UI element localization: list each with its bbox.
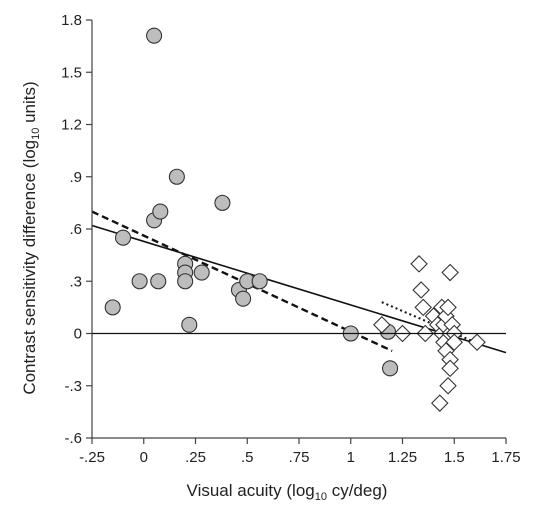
diamond-point xyxy=(439,298,457,317)
y-axis-title-post: units) xyxy=(20,81,39,127)
x-axis-title-sub: 10 xyxy=(315,491,327,503)
diamond-point xyxy=(439,376,457,395)
x-tick-label: 1 xyxy=(347,449,355,466)
x-axis-title-pre: Visual acuity (log xyxy=(187,481,315,500)
x-tick-label: .25 xyxy=(185,449,206,466)
data-points xyxy=(104,27,486,412)
circle-point xyxy=(168,168,185,185)
x-axis-title: Visual acuity (log10 cy/deg) xyxy=(187,481,388,503)
circle-point xyxy=(150,273,167,290)
diamond-point xyxy=(414,298,432,317)
x-tick-label: .5 xyxy=(241,449,254,466)
y-tick-label: -.3 xyxy=(64,378,82,395)
x-tick-label: -.25 xyxy=(79,449,105,466)
y-axis-title-pre: Contrast sensitivity difference (log xyxy=(20,140,39,395)
circle-point xyxy=(193,264,210,281)
x-tick-label: 1.75 xyxy=(491,449,520,466)
ticks: -.25 0 .25 .5 .75 1 1.25 1.5 1.75 -.6 -.3 0 .3 .6 .9 1.… xyxy=(61,12,520,466)
x-axis-title-post: cy/deg) xyxy=(327,481,387,500)
circle-point xyxy=(146,27,163,44)
diamond-point xyxy=(445,333,464,351)
y-tick-label: .3 xyxy=(69,273,82,290)
axes xyxy=(91,20,506,439)
y-tick-label: -.6 xyxy=(64,430,82,447)
circle-point xyxy=(235,290,252,307)
circle-point xyxy=(177,273,194,290)
circle-point xyxy=(382,360,399,377)
y-axis-title-sub: 10 xyxy=(30,128,42,140)
y-tick-label: .9 xyxy=(69,169,82,186)
y-tick-label: 1.5 xyxy=(61,64,82,81)
circle-point xyxy=(152,203,169,220)
diamond-point xyxy=(430,394,449,412)
y-tick-label: 0 xyxy=(74,326,82,343)
x-tick-label: 0 xyxy=(140,449,148,466)
circle-point xyxy=(115,229,132,246)
y-tick-label: .6 xyxy=(69,221,82,238)
diamond-point xyxy=(373,316,391,334)
diamond-point xyxy=(412,281,430,299)
circle-point xyxy=(181,316,198,333)
circle-point xyxy=(214,194,231,211)
x-tick-label: 1.5 xyxy=(444,449,465,466)
x-tick-label: 1.25 xyxy=(388,449,417,466)
circle-point xyxy=(131,273,148,290)
x-tick-label: .75 xyxy=(289,449,310,466)
y-axis-title: Contrast sensitivity difference (log10 u… xyxy=(20,81,42,394)
diamond-point xyxy=(441,359,459,378)
circle-point xyxy=(104,299,121,316)
diamond-point xyxy=(410,255,428,273)
y-tick-label: 1.8 xyxy=(61,12,82,29)
y-tick-label: 1.2 xyxy=(61,117,82,134)
diamond-point xyxy=(468,333,486,351)
circle-point xyxy=(251,273,268,290)
diamond-point xyxy=(441,263,459,282)
